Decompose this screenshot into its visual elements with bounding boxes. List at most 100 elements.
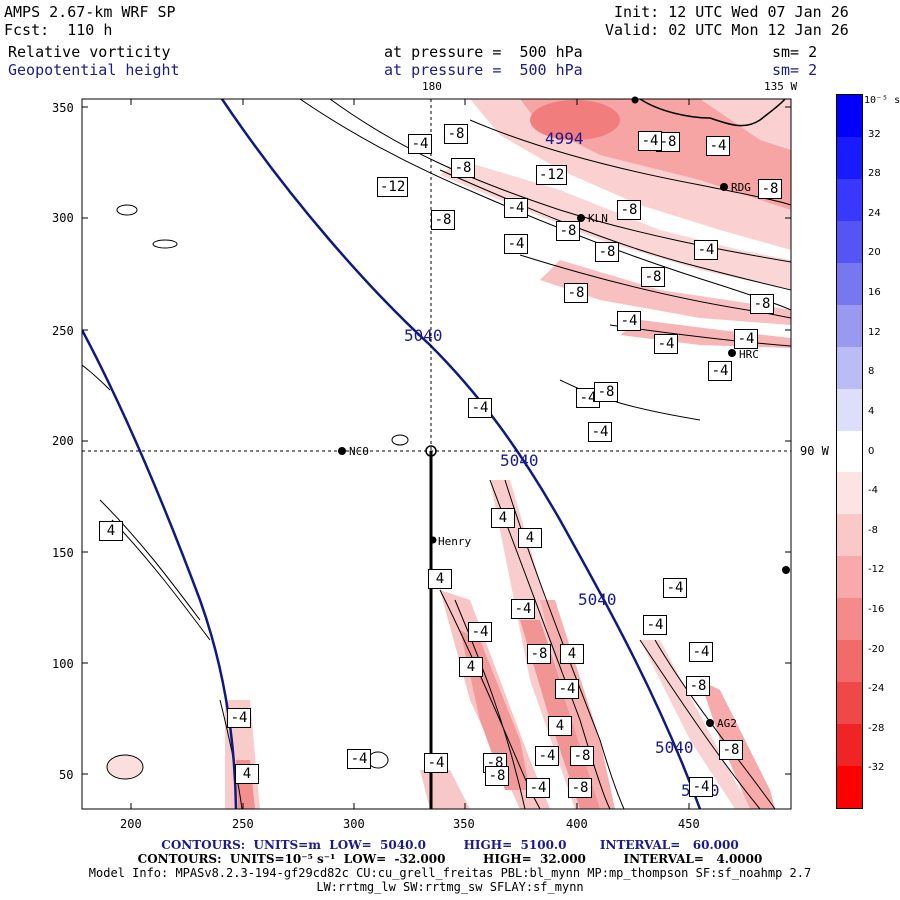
coastline (639, 99, 786, 127)
vorticity-label: -12 (377, 177, 409, 197)
vorticity-label: -8 (431, 210, 455, 230)
field2-smoothing: sm= 2 (772, 61, 818, 79)
station-label-rdg: RDG (731, 181, 751, 194)
forecast-hour: Fcst: 110 h (4, 21, 113, 39)
vorticity-label: -4 (504, 234, 528, 254)
colorbar-cell (837, 430, 862, 473)
colorbar-label: 32 (868, 128, 881, 140)
height-contours (82, 99, 702, 809)
height-label: 4994 (545, 129, 584, 148)
vorticity-label: -4 (643, 615, 667, 635)
colorbar-cell (837, 556, 862, 599)
y-tick-50: 50 (59, 768, 74, 782)
y-tick-300: 300 (52, 211, 74, 225)
station-marker-henry (429, 536, 437, 544)
vorticity-label: 4 (235, 764, 259, 784)
station-label-ag2: AG2 (717, 717, 737, 730)
vorticity-label: -4 (468, 398, 492, 418)
colorbar-label: -28 (868, 722, 885, 734)
vorticity-label: -4 (734, 329, 758, 349)
vorticity-label: -8 (641, 267, 665, 287)
station-label-hrc: HRC (739, 348, 759, 361)
colorbar-label: 24 (868, 207, 881, 219)
y-tick-100: 100 (52, 657, 74, 671)
vorticity-label: -8 (444, 124, 468, 144)
vorticity-label: -4 (706, 136, 730, 156)
colorbar-cell (837, 304, 862, 347)
vorticity-label: -8 (485, 766, 509, 786)
height-label: 5040 (578, 590, 617, 609)
colorbar-cell (837, 724, 862, 766)
vorticity-label: -8 (556, 221, 580, 241)
vorticity-label: -4 (504, 198, 528, 218)
vorticity-label: -8 (451, 158, 475, 178)
field2-level: at pressure = 500 hPa (384, 61, 583, 79)
vorticity-label: -8 (656, 132, 680, 152)
x-tick-450: 450 (678, 817, 700, 831)
vorticity-label: -8 (594, 382, 618, 402)
station-label-henry: Henry (438, 535, 472, 548)
x-tick-300: 300 (343, 817, 365, 831)
vorticity-label: -4 (617, 311, 641, 331)
colorbar-label: -24 (868, 683, 885, 695)
x-tick-400: 400 (566, 817, 588, 831)
x-tick-200: 200 (120, 817, 142, 831)
colorbar-label: 12 (868, 326, 881, 338)
vorticity-label: -8 (750, 294, 774, 314)
colorbar-unit: 10⁻⁵ s⁻¹ (864, 95, 900, 106)
colorbar-label: -20 (868, 643, 885, 655)
vorticity-label: 4 (560, 644, 584, 664)
model-title: AMPS 2.67-km WRF SP (4, 3, 176, 21)
colorbar-cell (837, 178, 862, 221)
vorticity-label: -8 (570, 746, 594, 766)
colorbar-label: 4 (868, 405, 875, 417)
station-markers (338, 96, 790, 727)
station-marker-nco (338, 447, 346, 455)
colorbar-label: -4 (868, 485, 878, 497)
colorbar-label: 16 (868, 287, 881, 299)
colorbar-cell (837, 388, 862, 431)
colorbar (836, 94, 863, 809)
colorbar-cells (837, 95, 862, 808)
vorticity-label: 4 (518, 528, 542, 548)
colorbar-cell (837, 220, 862, 263)
lon-label-135w: 135 W (764, 80, 798, 93)
footer-height-contours: CONTOURS: UNITS=m LOW= 5040.0 HIGH= 5100… (161, 838, 739, 852)
plot-frame (81, 98, 792, 810)
station-label-kln: KLN (588, 212, 608, 225)
vorticity-label: -4 (689, 642, 713, 662)
vorticity-contours (82, 99, 791, 809)
y-tick-250: 250 (52, 324, 74, 338)
colorbar-label: -32 (868, 762, 885, 774)
field2-name: Geopotential height (8, 61, 180, 79)
station-marker-unlabeled-right (782, 566, 790, 574)
colorbar-cell (837, 472, 862, 515)
vorticity-label: -4 (526, 778, 550, 798)
colorbar-label: -8 (868, 524, 878, 536)
height-label: 5040 (655, 738, 694, 757)
y-tick-350: 350 (52, 101, 74, 115)
colorbar-label: 8 (868, 366, 875, 378)
height-label: 5040 (404, 326, 443, 345)
vorticity-label: 4 (99, 521, 123, 541)
vorticity-label: 4 (428, 569, 452, 589)
colorbar-cell (837, 262, 862, 305)
station-marker-kln (577, 214, 585, 222)
south-pole-symbol (425, 445, 437, 457)
colorbar-cell (837, 598, 862, 641)
station-marker-unlabeled-top (631, 96, 639, 104)
vorticity-label: -8 (564, 283, 588, 303)
vorticity-label: -4 (689, 777, 713, 797)
vorticity-label: -8 (568, 778, 592, 798)
vorticity-label: -4 (638, 131, 662, 151)
colorbar-cell (837, 95, 862, 137)
colorbar-label: -12 (868, 564, 885, 576)
colorbar-cell (837, 136, 862, 179)
vorticity-label: -4 (408, 134, 432, 154)
vorticity-label: -8 (758, 179, 782, 199)
footer-model-physics: LW:rrtmg_lw SW:rrtmg_sw SFLAY:sf_mynn (316, 880, 584, 894)
vorticity-label: -8 (527, 644, 551, 664)
station-marker-ag2 (706, 719, 714, 727)
vorticity-label: -4 (468, 622, 492, 642)
